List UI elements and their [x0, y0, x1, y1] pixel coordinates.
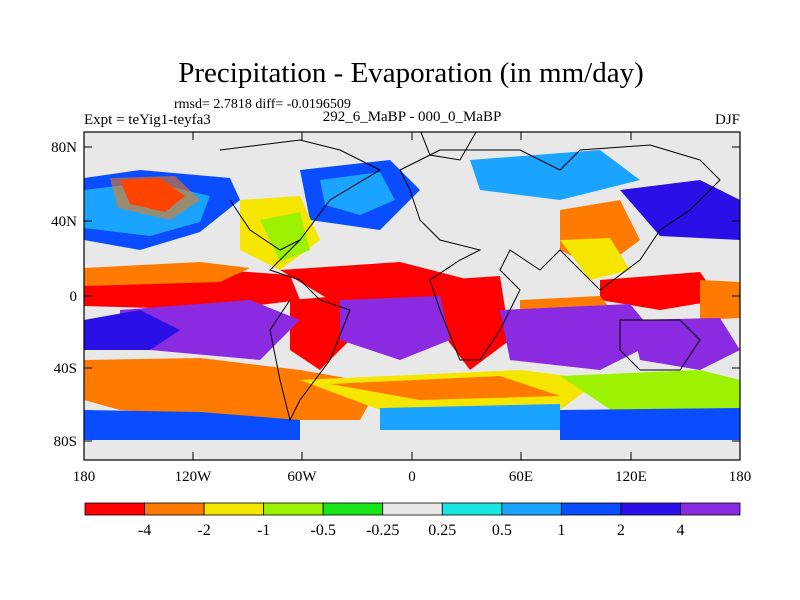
continent-outlines: [219, 132, 721, 422]
colorbar: -4 -2 -1 -0.5 -0.25 0.25 0.5 1 2 4: [84, 502, 741, 539]
colorbar-label: 0.25: [428, 522, 456, 539]
lat-tick-label: 0: [70, 289, 78, 305]
field-equator-orange-pacific: [84, 262, 250, 286]
lon-tick-label: 120E: [615, 469, 647, 485]
lon-tick-label: 60W: [287, 469, 317, 485]
lon-tick-label: 180: [73, 469, 96, 485]
plot-title: Precipitation - Evaporation (in mm/day): [178, 57, 644, 89]
field-eastpac-orange: [700, 280, 740, 320]
field-southern-orange: [84, 358, 380, 420]
colorbar-label: -2: [197, 522, 210, 539]
lat-tick-label: 80N: [51, 140, 77, 156]
field-northpac-green: [260, 212, 310, 262]
field-maritime-red: [600, 272, 720, 310]
field-asia-blue: [620, 180, 740, 240]
colorbar-label: -4: [138, 522, 151, 539]
field-equator-red-atlantic: [280, 262, 470, 300]
field-europe-blue: [470, 150, 640, 200]
colorbar-swatch: [263, 502, 324, 516]
lat-tick-label: 80S: [54, 434, 77, 450]
field-southamerica-red: [290, 296, 350, 370]
lon-tick-label: 60E: [509, 469, 533, 485]
field-india-yellow: [560, 238, 630, 280]
colorbar-swatch: [144, 502, 205, 516]
colorbar-swatch: [680, 502, 741, 516]
colorbar-label: 1: [557, 522, 565, 539]
axis-ticks: [83, 132, 741, 460]
field-africa-red: [440, 276, 510, 370]
field-southern-blue: [84, 410, 300, 440]
colorbar-label: 2: [617, 522, 625, 539]
field-antarctic-blue: [560, 408, 740, 440]
colorbar-swatch: [322, 502, 384, 516]
lon-tick-label: 120W: [175, 469, 213, 485]
field-southern-green: [560, 370, 740, 420]
comparison-label: 292_6_MaBP - 000_0_MaBP: [323, 109, 502, 125]
season-label: DJF: [715, 112, 740, 128]
colorbar-swatch: [560, 502, 622, 516]
colorbar-swatch: [501, 502, 562, 516]
field-antarctic-cyan: [380, 404, 560, 430]
colorbar-label: -0.5: [311, 522, 336, 539]
colorbar-swatch: [382, 502, 443, 516]
colorbar-swatch: [441, 502, 503, 516]
field-australia-violet: [630, 318, 740, 370]
field-antarctica-grey: [84, 440, 740, 460]
colorbar-swatch: [620, 502, 681, 516]
stats-label: rmsd= 2.7818 diff= -0.0196509: [174, 97, 351, 112]
lat-tick-label: 40S: [54, 361, 77, 377]
field-southatl-violet: [340, 296, 450, 360]
precip-evap-field: [84, 132, 740, 460]
colorbar-label: 4: [676, 522, 684, 539]
field-southpac-blue: [84, 310, 180, 350]
colorbar-label: -1: [257, 522, 270, 539]
colorbar-swatch: [203, 502, 265, 516]
field-southpac-violet: [120, 300, 300, 360]
experiment-label: Expt = teYig1-teyfa3: [84, 112, 211, 128]
field-north-pacific-orange: [110, 176, 200, 220]
field-southern-orange2: [330, 376, 560, 400]
colorbar-swatch: [84, 502, 145, 516]
lat-tick-label: 40N: [51, 214, 77, 230]
colorbar-label: 0.5: [492, 522, 512, 539]
lon-tick-label: 0: [408, 469, 416, 485]
lon-tick-label: 180: [729, 469, 752, 485]
field-atlantic-cyan: [320, 172, 395, 215]
colorbar-label: -0.25: [366, 522, 399, 539]
